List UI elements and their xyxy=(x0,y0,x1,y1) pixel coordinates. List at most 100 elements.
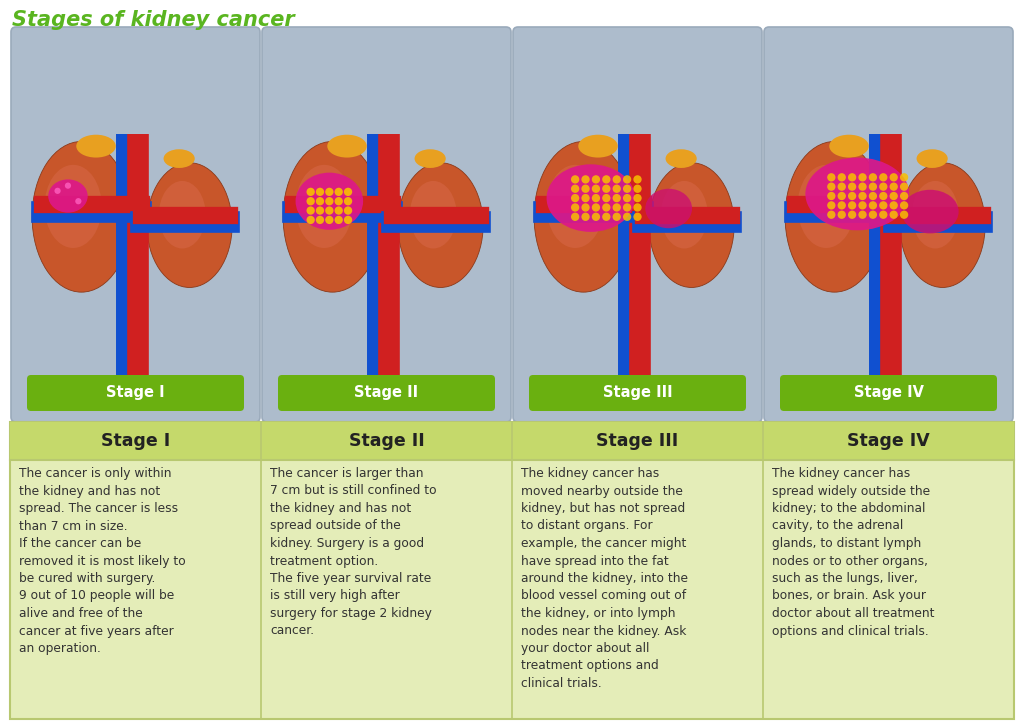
Circle shape xyxy=(602,194,610,202)
Circle shape xyxy=(315,216,325,224)
Circle shape xyxy=(868,173,878,182)
Ellipse shape xyxy=(45,165,101,248)
FancyBboxPatch shape xyxy=(764,27,1013,422)
Circle shape xyxy=(335,188,343,196)
Circle shape xyxy=(592,185,600,193)
Circle shape xyxy=(571,204,580,212)
Circle shape xyxy=(65,182,71,189)
Circle shape xyxy=(890,192,898,200)
Circle shape xyxy=(582,204,590,212)
Circle shape xyxy=(838,211,846,219)
Circle shape xyxy=(838,173,846,182)
FancyBboxPatch shape xyxy=(513,27,762,422)
Ellipse shape xyxy=(645,189,692,228)
Circle shape xyxy=(858,192,866,200)
Circle shape xyxy=(582,194,590,202)
Circle shape xyxy=(827,201,836,209)
Circle shape xyxy=(571,212,580,221)
Text: Stage II: Stage II xyxy=(348,432,424,450)
Circle shape xyxy=(827,182,836,190)
Circle shape xyxy=(335,197,343,205)
Circle shape xyxy=(848,192,856,200)
Circle shape xyxy=(827,211,836,219)
Text: Stage I: Stage I xyxy=(106,385,165,401)
FancyBboxPatch shape xyxy=(261,422,512,460)
Circle shape xyxy=(612,212,621,221)
Ellipse shape xyxy=(48,180,88,212)
Circle shape xyxy=(623,185,631,193)
Text: The cancer is only within
the kidney and has not
spread. The cancer is less
than: The cancer is only within the kidney and… xyxy=(19,467,185,655)
Circle shape xyxy=(900,173,908,182)
Text: Stage IV: Stage IV xyxy=(853,385,924,401)
Circle shape xyxy=(890,201,898,209)
Circle shape xyxy=(848,201,856,209)
Circle shape xyxy=(633,204,642,212)
FancyBboxPatch shape xyxy=(763,422,1014,460)
Circle shape xyxy=(571,194,580,202)
Circle shape xyxy=(571,175,580,183)
Circle shape xyxy=(890,173,898,182)
Circle shape xyxy=(612,194,621,202)
Circle shape xyxy=(344,216,352,224)
FancyBboxPatch shape xyxy=(780,375,997,411)
Ellipse shape xyxy=(901,190,958,233)
Circle shape xyxy=(838,201,846,209)
Circle shape xyxy=(602,185,610,193)
Ellipse shape xyxy=(912,181,958,249)
Ellipse shape xyxy=(398,163,483,287)
Ellipse shape xyxy=(916,149,948,168)
Ellipse shape xyxy=(829,134,868,158)
Circle shape xyxy=(612,185,621,193)
Circle shape xyxy=(582,175,590,183)
FancyBboxPatch shape xyxy=(262,27,511,422)
Ellipse shape xyxy=(547,165,604,248)
Ellipse shape xyxy=(785,142,884,292)
Ellipse shape xyxy=(900,163,985,287)
Circle shape xyxy=(858,211,866,219)
FancyBboxPatch shape xyxy=(10,422,261,460)
Text: The kidney cancer has
moved nearby outside the
kidney, but has not spread
to dis: The kidney cancer has moved nearby outsi… xyxy=(521,467,688,690)
Circle shape xyxy=(315,188,325,196)
Circle shape xyxy=(592,204,600,212)
Circle shape xyxy=(315,197,325,205)
Circle shape xyxy=(592,175,600,183)
Circle shape xyxy=(344,197,352,205)
Circle shape xyxy=(602,212,610,221)
Circle shape xyxy=(602,204,610,212)
Circle shape xyxy=(827,173,836,182)
Circle shape xyxy=(326,197,334,205)
Circle shape xyxy=(838,182,846,190)
Ellipse shape xyxy=(649,163,734,287)
Text: The kidney cancer has
spread widely outside the
kidney; to the abdominal
cavity,: The kidney cancer has spread widely outs… xyxy=(772,467,935,638)
Circle shape xyxy=(592,194,600,202)
Circle shape xyxy=(54,188,60,194)
Ellipse shape xyxy=(32,142,131,292)
Ellipse shape xyxy=(579,134,617,158)
Circle shape xyxy=(838,192,846,200)
Ellipse shape xyxy=(415,149,445,168)
Circle shape xyxy=(633,194,642,202)
Circle shape xyxy=(75,198,82,204)
Circle shape xyxy=(612,204,621,212)
Circle shape xyxy=(858,201,866,209)
Circle shape xyxy=(623,212,631,221)
Circle shape xyxy=(890,182,898,190)
Circle shape xyxy=(880,201,888,209)
Circle shape xyxy=(880,182,888,190)
Circle shape xyxy=(623,175,631,183)
Text: Stages of kidney cancer: Stages of kidney cancer xyxy=(12,10,295,30)
Circle shape xyxy=(900,182,908,190)
Circle shape xyxy=(582,212,590,221)
Ellipse shape xyxy=(76,134,116,158)
Circle shape xyxy=(880,192,888,200)
Ellipse shape xyxy=(159,181,206,249)
Ellipse shape xyxy=(535,142,633,292)
Circle shape xyxy=(623,204,631,212)
Circle shape xyxy=(900,211,908,219)
Text: Stage III: Stage III xyxy=(603,385,673,401)
Circle shape xyxy=(306,206,314,214)
Circle shape xyxy=(868,182,878,190)
FancyBboxPatch shape xyxy=(27,375,244,411)
Circle shape xyxy=(592,212,600,221)
Circle shape xyxy=(868,201,878,209)
